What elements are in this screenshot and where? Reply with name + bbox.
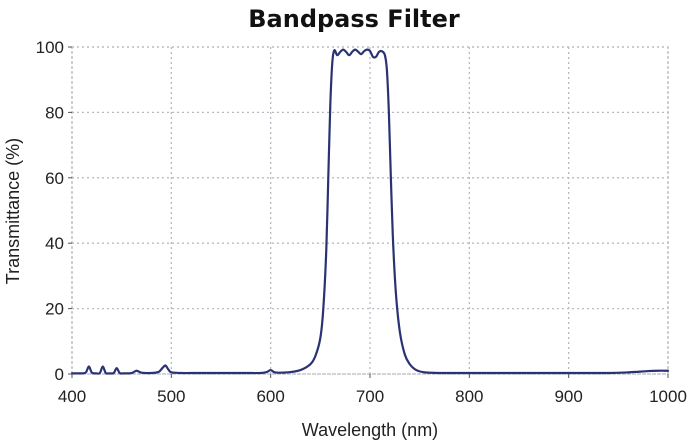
x-tick-label: 700 <box>356 387 384 406</box>
tick-layer: 400 500 600 700 800 900 1000 0 20 40 60 80 100 <box>36 38 687 406</box>
plot-frame <box>71 46 669 375</box>
x-tick-label: 1000 <box>649 387 687 406</box>
x-tick-label: 400 <box>58 387 86 406</box>
series-layer <box>70 48 670 375</box>
y-tick-label: 100 <box>36 38 64 57</box>
y-tick-label: 0 <box>55 365 64 384</box>
x-axis-label: Wavelength (nm) <box>302 420 438 440</box>
x-tick-label: 900 <box>554 387 582 406</box>
x-tick-label: 500 <box>157 387 185 406</box>
y-tick-label: 60 <box>45 169 64 188</box>
y-tick-label: 20 <box>45 300 64 319</box>
chart-title: Bandpass Filter <box>248 5 460 33</box>
x-tick-label: 800 <box>455 387 483 406</box>
y-axis-label: Transmittance (%) <box>3 138 23 284</box>
grid-layer <box>71 46 669 375</box>
x-tick-label: 600 <box>256 387 284 406</box>
y-tick-label: 80 <box>45 103 64 122</box>
transmittance-line <box>70 48 670 375</box>
y-tick-label: 40 <box>45 234 64 253</box>
